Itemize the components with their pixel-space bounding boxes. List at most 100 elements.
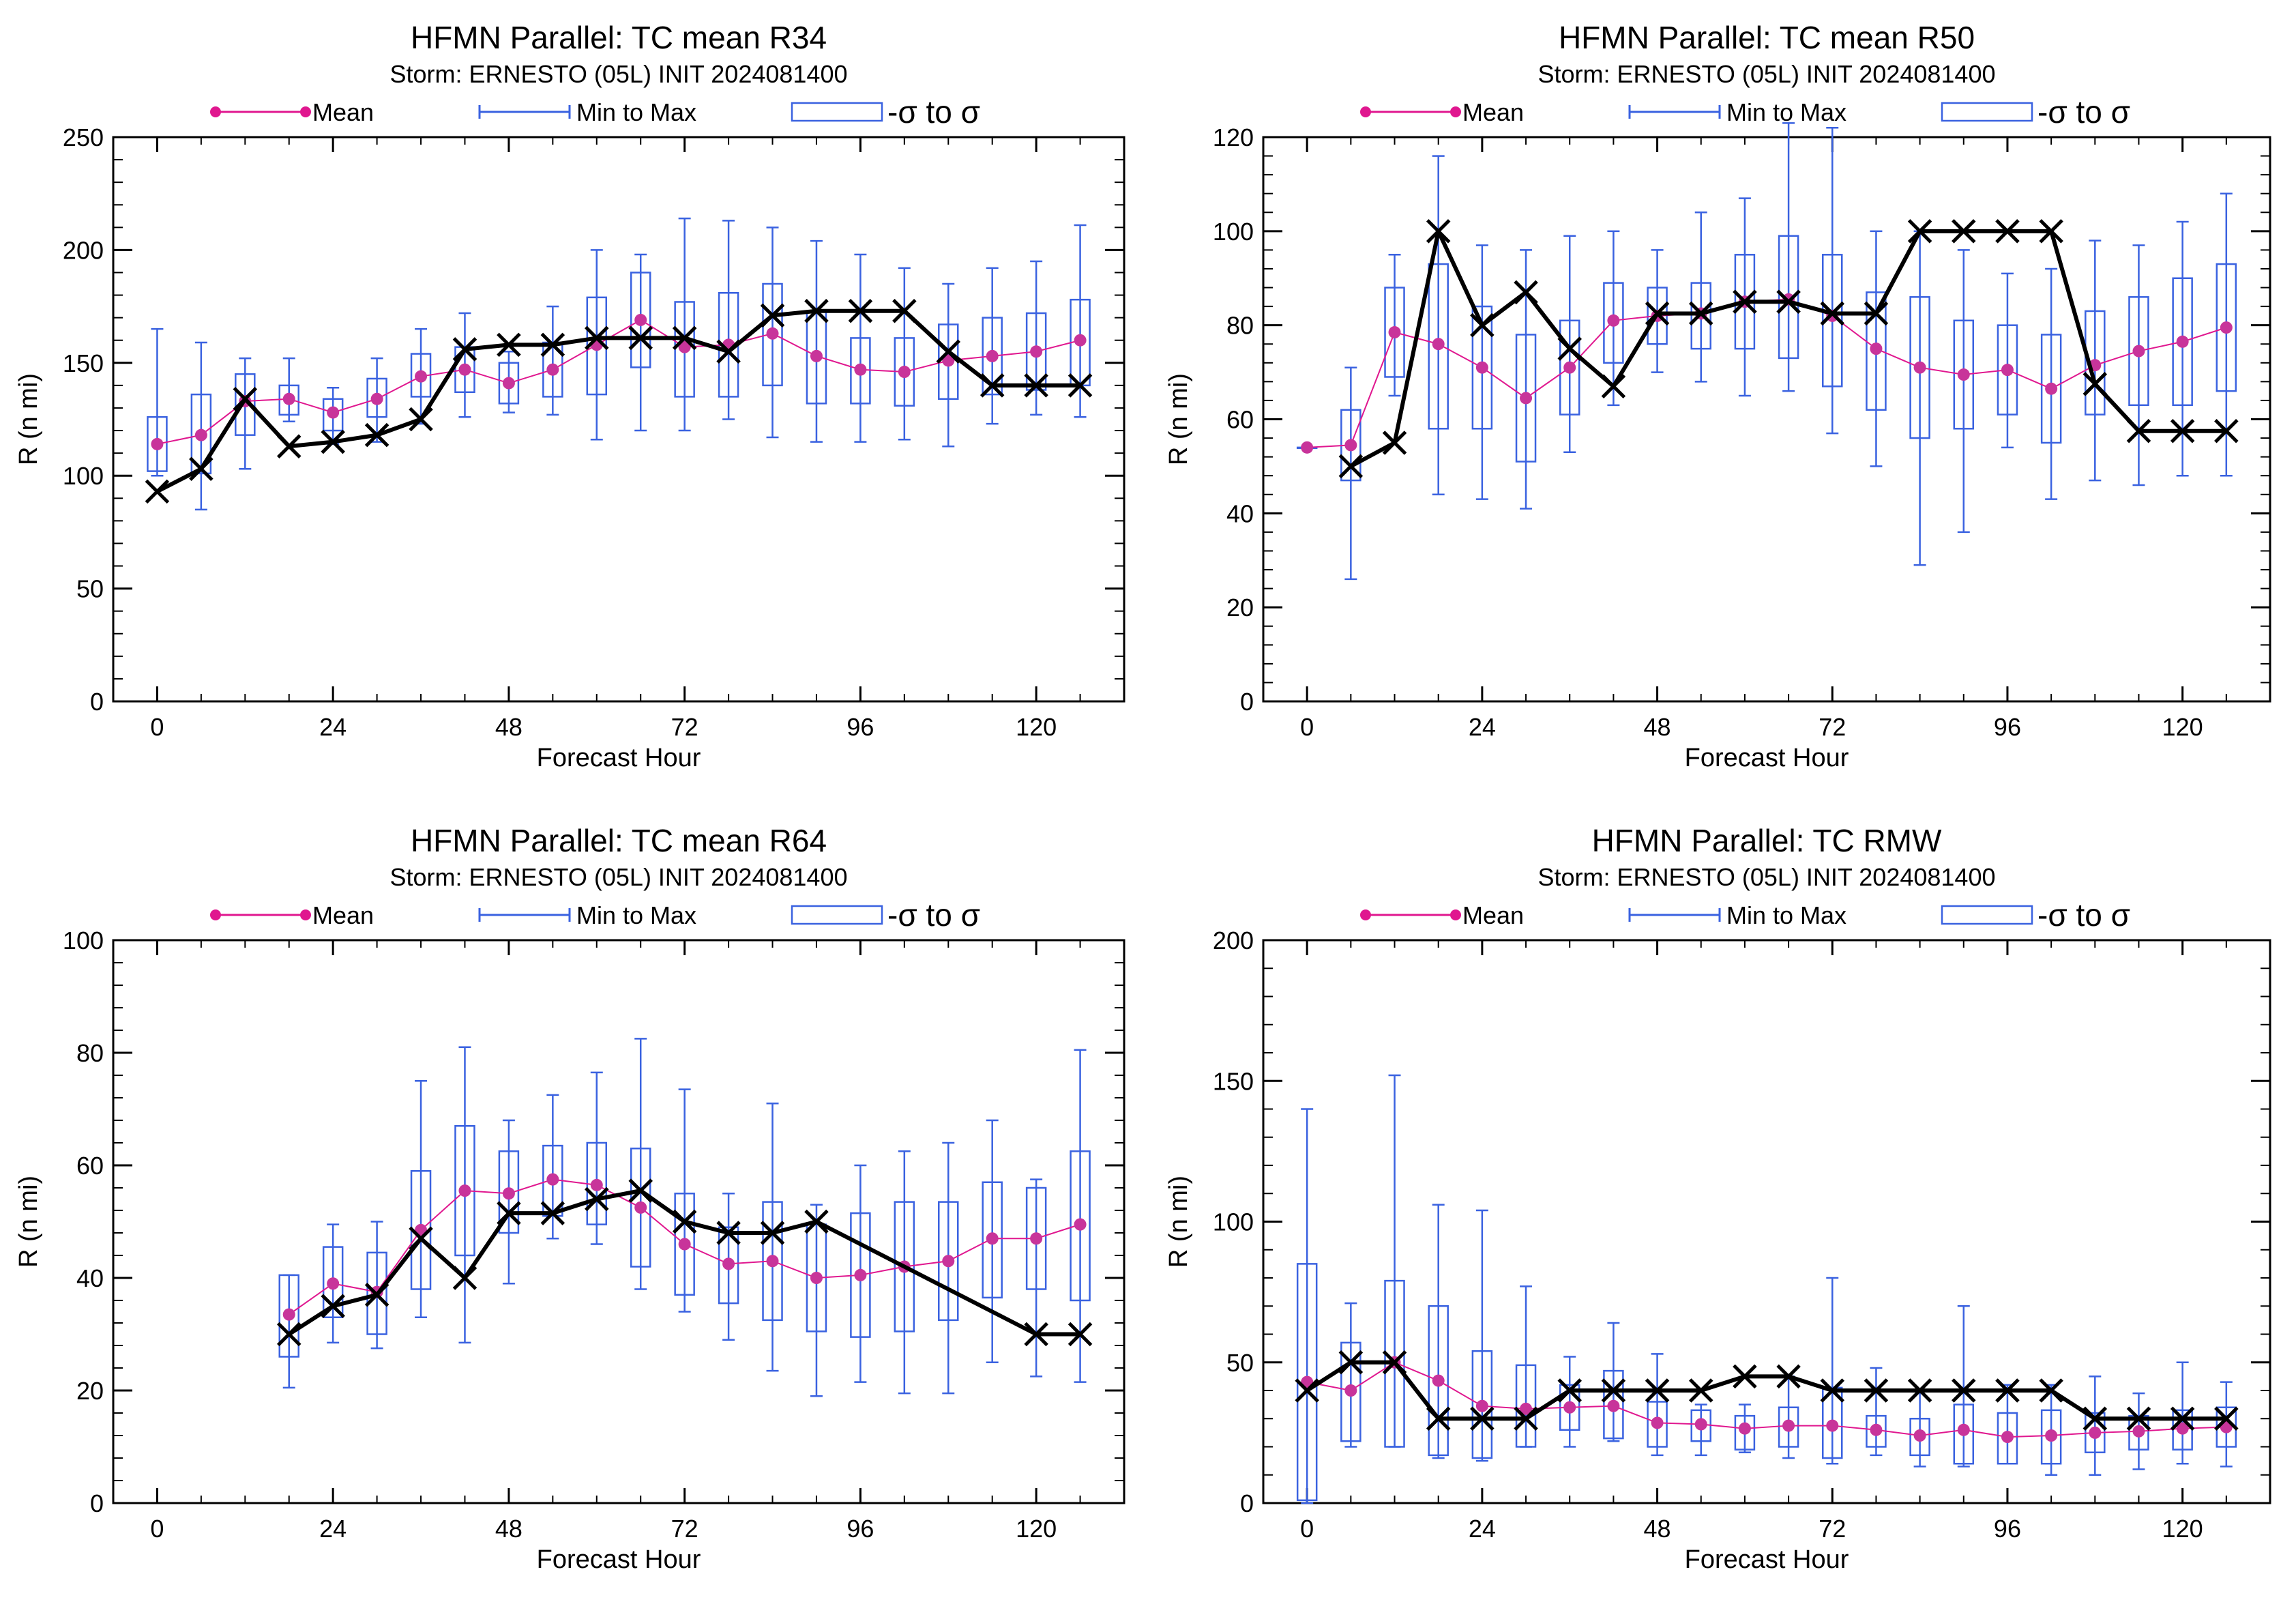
best-track-x-marker [1068, 373, 1093, 398]
best-track-x-stroke [1557, 336, 1582, 361]
best-track-x-stroke [452, 1266, 477, 1290]
mean-point [986, 349, 999, 362]
best-track-x-stroke [1952, 1378, 1976, 1403]
y-tick-label: 100 [1213, 1208, 1254, 1236]
x-tick-label: 72 [1819, 713, 1846, 741]
best-track-x-marker [540, 332, 565, 358]
best-track-x-marker [1557, 336, 1582, 361]
best-track-x-stroke [1338, 454, 1364, 479]
x-tick-label: 0 [1300, 713, 1314, 741]
best-track-x-stroke [233, 386, 258, 411]
x-axis-label: Forecast Hour [1685, 1545, 1849, 1574]
best-track-x-stroke [321, 1294, 345, 1319]
best-track-x-marker [1776, 1364, 1801, 1389]
legend-mean-marker [1360, 106, 1371, 117]
mean-point [1957, 1423, 1970, 1436]
y-axis-label: R (n mi) [14, 373, 43, 465]
mean-point [942, 354, 955, 367]
y-tick-label: 50 [76, 575, 104, 603]
best-track-x-stroke [2039, 219, 2063, 244]
y-tick-label: 100 [63, 927, 104, 955]
best-track-x-marker [2126, 1406, 2151, 1431]
mean-point [2132, 1425, 2145, 1438]
x-tick-label: 48 [1644, 1515, 1671, 1543]
best-track-x-stroke [276, 1322, 301, 1347]
best-track-x-marker [409, 407, 433, 432]
mean-point [1432, 1374, 1445, 1387]
best-track-x-marker [2082, 372, 2108, 396]
best-track-x-stroke [364, 1282, 389, 1307]
best-track-x-marker [892, 298, 917, 323]
y-tick-label: 20 [1226, 594, 1254, 622]
x-tick-label: 72 [671, 1515, 698, 1543]
best-track-x-stroke [497, 1201, 521, 1225]
best-track-x-stroke [1024, 373, 1048, 398]
best-track-x-marker [1068, 1322, 1093, 1347]
best-track-x-stroke [716, 1221, 741, 1245]
x-tick-label: 24 [319, 713, 347, 741]
y-tick-label: 120 [1213, 123, 1254, 151]
mean-point [1520, 392, 1533, 405]
best-track-x-stroke [936, 339, 961, 364]
y-tick-label: 0 [90, 688, 104, 716]
chart-title: HFMN Parallel: TC mean R50 [1559, 20, 1975, 55]
mean-point [1344, 439, 1357, 452]
y-tick-label: 80 [1226, 312, 1254, 340]
best-track-x-stroke [145, 479, 170, 504]
y-tick-label: 40 [1226, 499, 1254, 527]
best-track-x-stroke [1470, 1406, 1495, 1431]
mean-point [282, 1308, 295, 1321]
legend-mean-label: Mean [312, 98, 374, 126]
best-track-x-marker [276, 1322, 301, 1347]
best-track-x-marker [2214, 418, 2239, 443]
best-track-x-stroke [892, 298, 917, 323]
y-tick-label: 20 [76, 1377, 104, 1405]
mean-point [1913, 1429, 1926, 1442]
best-track-x-marker [2082, 1406, 2108, 1431]
plot-frame [112, 939, 1125, 1504]
chart-subtitle: Storm: ERNESTO (05L) INIT 2024081400 [390, 60, 848, 88]
best-track-x-marker [1645, 1378, 1670, 1403]
best-track-x-marker [497, 332, 521, 358]
y-tick-label: 80 [76, 1039, 104, 1067]
best-track-x-marker [936, 339, 961, 364]
best-track-x-stroke [1733, 289, 1757, 314]
best-track-x-stroke [189, 456, 214, 482]
mean-point [810, 1272, 823, 1284]
chart-panel-1: HFMN Parallel: TC mean R34 Storm: ERNESTO… [14, 20, 1125, 772]
mean-point [1344, 1384, 1357, 1397]
y-tick-label: 200 [63, 236, 104, 264]
mean-point [458, 1184, 471, 1197]
best-track-x-marker [1820, 301, 1845, 326]
data-layer [1296, 122, 2239, 581]
best-track-x-stroke [409, 1226, 433, 1251]
best-track-x-marker [497, 1201, 521, 1225]
best-track-x-marker [2039, 219, 2063, 244]
best-track-x-marker [628, 325, 653, 351]
mean-point [1074, 334, 1087, 347]
y-tick-label: 150 [63, 349, 104, 377]
x-tick-label: 48 [495, 713, 523, 741]
best-track-x-stroke [848, 298, 873, 323]
legend-mean-label: Mean [1462, 98, 1524, 126]
mean-point [1870, 1423, 1883, 1436]
best-track-x-stroke [1514, 280, 1538, 305]
y-tick-label: 200 [1213, 927, 1254, 955]
best-track-x-marker [1514, 1406, 1538, 1431]
mean-point [854, 363, 867, 376]
best-track-x-marker [585, 325, 609, 351]
best-track-x-stroke [804, 1209, 829, 1234]
mean-point [1388, 326, 1401, 339]
best-track-x-stroke [1295, 1378, 1319, 1403]
legend-mean-marker [210, 106, 221, 117]
best-track-x-marker [2170, 418, 2195, 443]
best-track-x-marker [760, 303, 785, 328]
chart-panel-2: HFMN Parallel: TC mean R50 Storm: ERNESTO… [1164, 20, 2271, 772]
x-axis-label: Forecast Hour [537, 1545, 701, 1574]
best-track-x-marker [364, 422, 389, 448]
mean-point [942, 1255, 955, 1268]
mean-point [634, 313, 647, 326]
best-track-x-stroke [1907, 219, 1932, 244]
x-tick-label: 0 [150, 713, 164, 741]
y-tick-label: 0 [90, 1489, 104, 1517]
